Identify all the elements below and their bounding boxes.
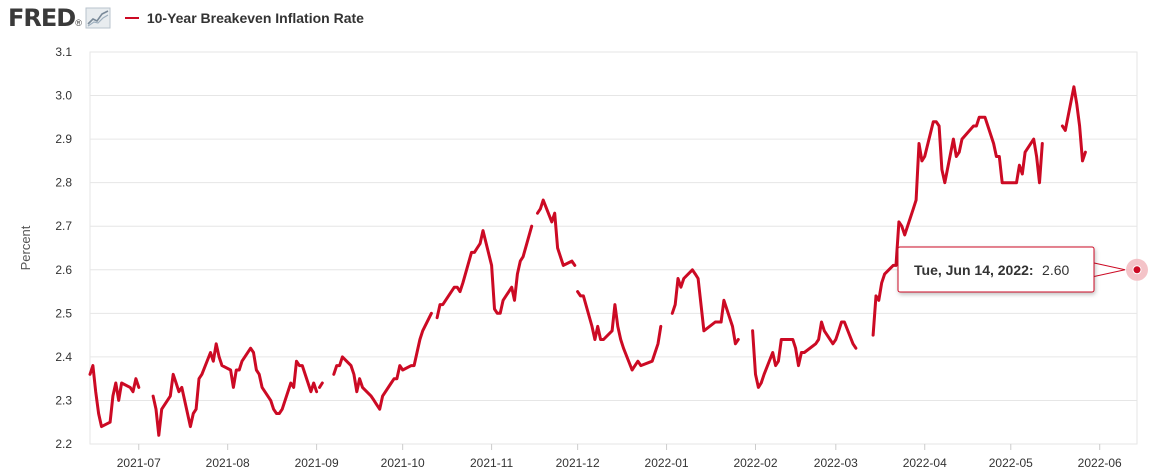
tooltip-text: Tue, Jun 14, 2022: 2.60 [914,262,1069,279]
x-tick-label: 2022-01 [645,456,689,470]
y-tick-label: 3.1 [55,45,72,59]
fred-logo[interactable]: FRED ® [8,4,111,32]
fred-logo-mark: ® [75,18,82,28]
x-tick-label: 2021-11 [470,456,513,470]
x-tick-label: 2021-10 [381,456,425,470]
tooltip-box [897,246,1095,293]
series-line[interactable] [88,85,1087,437]
series-segment [1060,85,1087,163]
tooltip-value: 2.60 [1042,262,1069,278]
y-tick-label: 2.9 [55,132,72,146]
series-segment [536,198,577,267]
hover-marker[interactable] [1126,258,1148,281]
legend-swatch [124,17,139,19]
trend-line-icon [85,7,111,29]
y-tick-label: 2.7 [55,219,72,233]
marker-dot [1132,265,1142,275]
tooltip-date: Tue, Jun 14, 2022: [914,262,1034,278]
series-segment [332,311,433,411]
x-axis: 2021-07 2021-08 2021-09 2021-10 2021-11 2021-… [117,444,1122,470]
series-segment [88,364,141,429]
x-tick-label: 2021-07 [117,456,161,470]
y-tick-label: 2.4 [55,350,72,364]
x-tick-label: 2022-02 [733,456,777,470]
series-segment [576,290,663,372]
chart-header: FRED ® 10-Year Breakeven Inflation Rate [8,4,364,32]
legend-label: 10-Year Breakeven Inflation Rate [146,10,364,26]
x-tick-label: 2022-03 [814,456,858,470]
fred-logo-text: FRED [8,4,76,32]
y-tick-label: 3.0 [55,89,72,103]
y-axis: 2.2 2.3 2.4 2.5 2.6 2.7 2.8 2.9 3.0 3.1 [55,45,72,451]
x-tick-label: 2021-12 [556,456,600,470]
y-axis-label: Percent [18,225,33,270]
x-tick-label: 2022-05 [989,456,1033,470]
series-segment [151,342,319,437]
y-tick-label: 2.3 [55,393,72,407]
series-segment [435,224,534,320]
legend[interactable]: 10-Year Breakeven Inflation Rate [124,10,364,26]
series-segment [751,320,858,389]
tooltip-pointer [1092,262,1126,278]
plot-frame [89,51,1138,445]
x-tick-label: 2021-08 [206,456,250,470]
y-tick-label: 2.8 [55,176,72,190]
x-tick-label: 2022-04 [903,456,947,470]
y-tick-label: 2.2 [55,437,72,451]
series-segment [670,268,740,346]
y-tick-label: 2.5 [55,306,72,320]
tooltip: Tue, Jun 14, 2022: 2.60 [897,246,1126,293]
x-tick-label: 2021-09 [295,456,339,470]
series-segment [318,381,324,389]
x-tick-label: 2022-06 [1078,456,1122,470]
y-tick-label: 2.6 [55,263,72,277]
